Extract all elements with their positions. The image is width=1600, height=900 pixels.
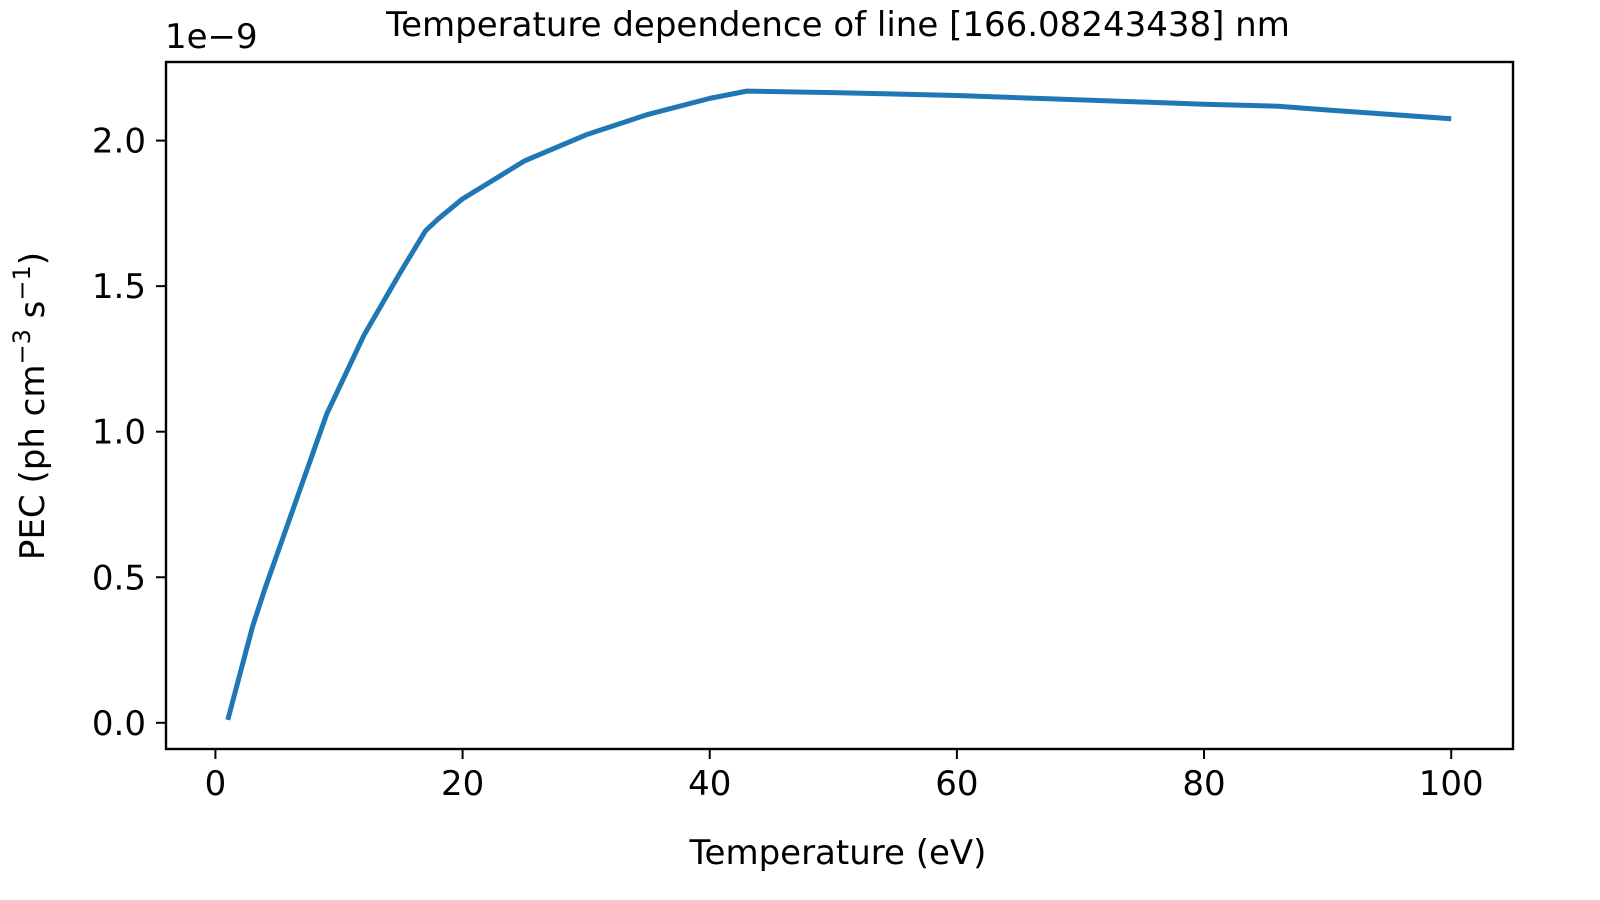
chart-title: Temperature dependence of line [166.0824… xyxy=(385,5,1290,45)
plot-area xyxy=(225,88,1452,721)
y-tick-label: 1.5 xyxy=(92,267,146,307)
y-axis-label-end: ) xyxy=(13,252,53,265)
y-offset-label: 1e−9 xyxy=(165,17,258,57)
y-axis: 0.0 0.5 1.0 1.5 2.0 xyxy=(92,122,166,744)
x-tick-label: 80 xyxy=(1182,764,1225,804)
y-tick-label: 2.0 xyxy=(92,122,146,162)
y-axis-label-exponent-2: −1 xyxy=(8,265,36,300)
y-tick-label: 0.5 xyxy=(92,558,146,598)
y-tick-label: 1.0 xyxy=(92,413,146,453)
x-tick-label: 100 xyxy=(1419,764,1484,804)
y-axis-label-main: PEC (ph cm xyxy=(13,365,53,561)
y-axis-label-exponent-1: −3 xyxy=(8,329,36,364)
x-tick-label: 40 xyxy=(688,764,731,804)
x-tick-label: 0 xyxy=(205,764,227,804)
y-tick-label: 0.0 xyxy=(92,704,146,744)
plot-frame xyxy=(164,60,1515,751)
x-axis: 0 20 40 60 80 100 xyxy=(205,749,1484,804)
y-axis-label: PEC (ph cm−3 s−1) xyxy=(8,252,53,560)
series-line-0 xyxy=(225,88,1452,721)
y-axis-label-middle: s xyxy=(13,301,53,330)
x-tick-label: 20 xyxy=(441,764,484,804)
x-tick-label: 60 xyxy=(935,764,978,804)
x-axis-label: Temperature (eV) xyxy=(689,833,987,873)
